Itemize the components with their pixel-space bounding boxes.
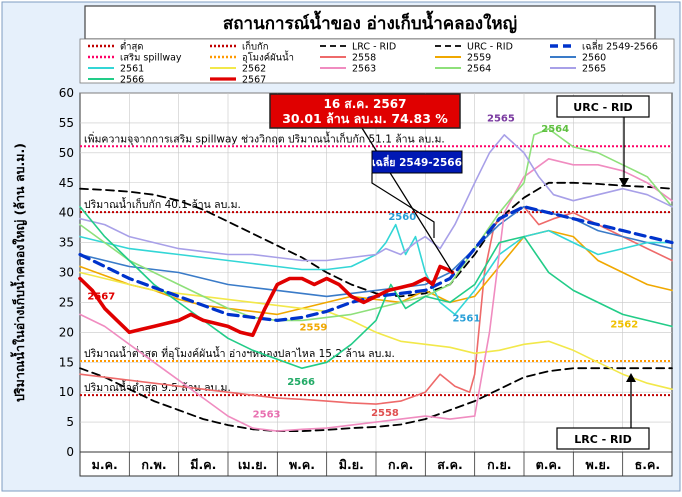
legend-label: เสริม spillway xyxy=(120,53,182,64)
current-volume-label: 30.01 ล้าน ลบ.ม. 74.83 % xyxy=(282,111,448,126)
y-tick-label: 25 xyxy=(59,295,74,309)
axes: 0 5 10 15 20 25 30 35 40 45 50 55 60 ม.ค. ก.พ. มี.ค. เม.… xyxy=(59,86,673,477)
y-tick-label: 45 xyxy=(59,176,74,190)
series-line xyxy=(79,128,673,322)
y-tick-label: 35 xyxy=(59,236,74,250)
series-line xyxy=(79,205,673,405)
avg-box-leader xyxy=(371,173,435,238)
x-tick-label: ก.พ. xyxy=(141,457,166,472)
y-tick-label: 30 xyxy=(59,266,74,280)
series-group xyxy=(78,128,674,432)
series-line xyxy=(79,181,673,298)
series-year-label: 2564 xyxy=(541,124,569,135)
series-line xyxy=(79,223,673,316)
lrc-box xyxy=(556,427,650,450)
legend: ต่ำสุด เก็บกัก LRC - RID URC - RID เฉลี่ย 25… xyxy=(88,40,658,86)
series-line xyxy=(78,264,455,338)
series-year-label: 2558 xyxy=(371,408,399,419)
avg-box xyxy=(371,150,463,174)
lrc-arrowhead xyxy=(626,373,636,382)
x-tick-label: มี.ค. xyxy=(190,457,216,472)
x-tick-label: เม.ย. xyxy=(238,457,267,472)
legend-label: เฉลี่ย 2549-2566 xyxy=(582,40,658,53)
x-tick-label: มิ.ย. xyxy=(339,457,364,472)
legend-label: ต่ำสุด xyxy=(120,40,143,53)
x-tick-label: ส.ค. xyxy=(437,457,463,472)
legend-label: 2560 xyxy=(582,53,606,64)
legend-label: อุโมงค์ผันน้ำ xyxy=(242,51,294,64)
x-tick-label: ก.ย. xyxy=(487,457,511,472)
lrc-box-label: LRC - RID xyxy=(574,433,631,446)
legend-label: 2567 xyxy=(242,75,266,86)
legend-label: 2563 xyxy=(352,64,376,75)
legend-label: LRC - RID xyxy=(352,42,396,53)
legend-box xyxy=(79,38,675,84)
series-year-label: 2563 xyxy=(253,409,281,420)
title-box xyxy=(84,5,656,40)
series-line xyxy=(79,158,673,432)
legend-label: 2562 xyxy=(242,64,266,75)
reference-line-label: ปริมาณน้ำเก็บกัก 40.1 ล้าน ลบ.ม. xyxy=(84,197,241,211)
y-tick-label: 5 xyxy=(66,415,74,429)
legend-label: 2565 xyxy=(582,64,606,75)
legend-label: 2561 xyxy=(120,64,144,75)
reference-line-label: ปริมาณน้ำต่ำสุด 9.5 ล้าน ลบ.ม. xyxy=(84,380,231,394)
y-tick-label: 50 xyxy=(59,146,74,160)
x-tick-label: ม.ค. xyxy=(92,457,118,472)
legend-label: เก็บกัก xyxy=(242,40,269,53)
series-year-label: 2559 xyxy=(300,323,328,334)
series-line xyxy=(79,367,673,432)
legend-label: 2564 xyxy=(467,64,491,75)
y-tick-label: 55 xyxy=(59,116,74,130)
reference-line-label: ปริมาณน้ำต่ำสุด ที่อุโมงค์ผันน้ำ อ่างฯหน… xyxy=(84,346,395,360)
reference-line-label: เพิ่มความจุจากการเสริม spillway ช่วงวิกฤ… xyxy=(84,131,445,145)
series-year-label: 2565 xyxy=(487,114,515,125)
urc-box-label: URC - RID xyxy=(573,101,632,114)
y-axis-label: ปริมาณน้ำในอ่างเก็บน้ำคลองใหญ่ (ล้าน ลบ.… xyxy=(10,143,27,402)
current-date-label: 16 ส.ค. 2567 xyxy=(324,97,407,111)
series-year-label: 2562 xyxy=(610,320,638,331)
urc-box xyxy=(556,95,650,118)
avg-box-label: เฉลี่ย 2549-2566 xyxy=(372,154,462,169)
current-value-box xyxy=(269,93,461,129)
x-tick-label: พ.ย. xyxy=(585,457,610,472)
y-tick-label: 15 xyxy=(59,355,74,369)
chart-title: สถานการณ์น้ำของ อ่างเก็บน้ำคลองใหญ่ xyxy=(223,10,517,34)
y-tick-label: 40 xyxy=(59,206,74,220)
series-year-label: 2560 xyxy=(388,212,416,223)
series-year-label: 2561 xyxy=(452,314,480,325)
series-line xyxy=(79,271,673,390)
legend-label: 2558 xyxy=(352,53,376,64)
y-tick-label: 20 xyxy=(59,325,74,339)
y-tick-label: 0 xyxy=(66,445,74,459)
x-tick-label: ต.ค. xyxy=(536,457,562,472)
series-line xyxy=(79,134,673,262)
series-year-label: 2567 xyxy=(87,291,115,302)
x-tick-label: ธ.ค. xyxy=(635,457,661,472)
y-tick-label: 10 xyxy=(59,385,74,399)
x-tick-label: พ.ค. xyxy=(289,457,315,472)
urc-arrowhead xyxy=(619,178,629,187)
series-line xyxy=(79,205,673,369)
legend-label: 2566 xyxy=(120,75,144,86)
series-line xyxy=(79,229,673,316)
legend-label: URC - RID xyxy=(467,42,513,53)
series-year-label: 2566 xyxy=(287,377,315,388)
legend-label: 2559 xyxy=(467,53,491,64)
y-tick-label: 60 xyxy=(59,86,74,100)
x-tick-label: ก.ค. xyxy=(388,457,413,472)
